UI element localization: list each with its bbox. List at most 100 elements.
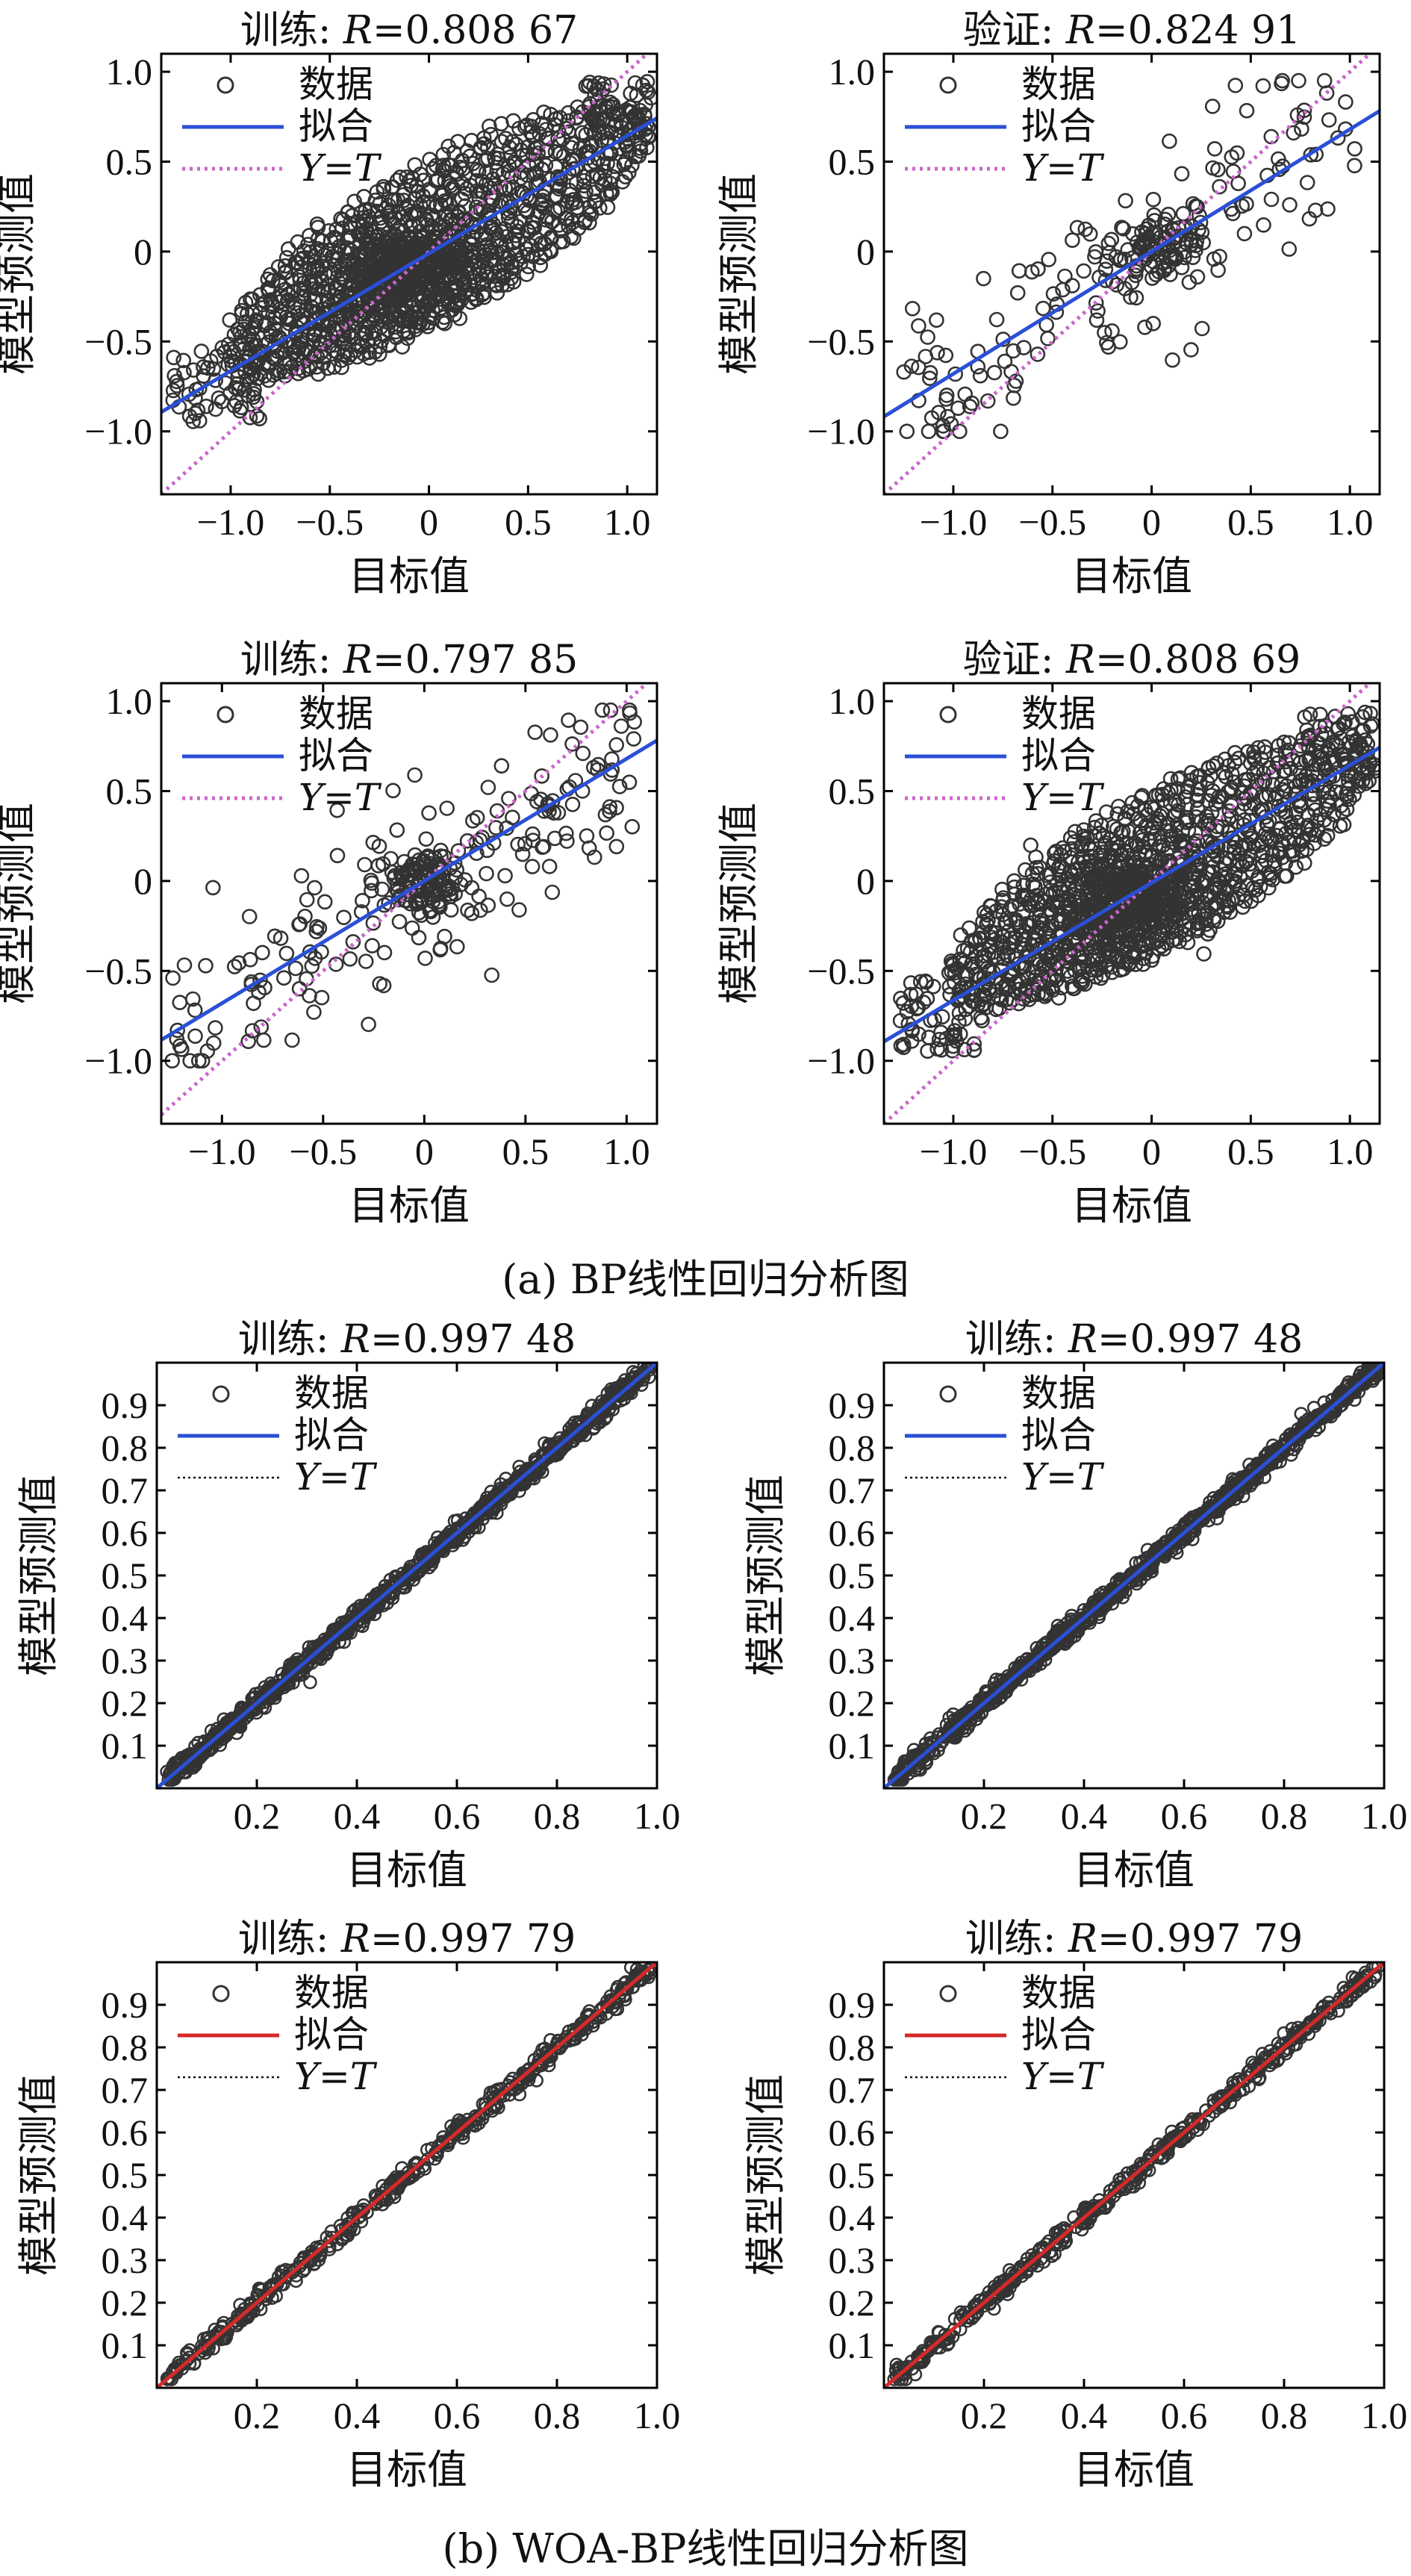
y-tick-label: 0 (856, 860, 875, 902)
data-point (381, 337, 397, 353)
data-point (1060, 900, 1076, 916)
plot-frame (160, 52, 658, 496)
data-point (185, 414, 202, 429)
data-point (1164, 924, 1180, 940)
data-point (1113, 251, 1129, 267)
data-point (893, 1038, 909, 1054)
legend-label-fit: 拟合 (1021, 105, 1096, 148)
y-tick-label: 0.5 (106, 140, 153, 182)
data-point (166, 349, 181, 366)
data-point (638, 97, 654, 113)
data-point (493, 758, 510, 774)
data-point (480, 151, 496, 167)
data-point (988, 311, 1005, 328)
data-point (947, 366, 963, 382)
data-point (237, 382, 253, 398)
data-point (418, 247, 434, 264)
data-point (367, 237, 384, 253)
data-point (950, 400, 966, 417)
data-point (1107, 908, 1124, 924)
data-point (390, 293, 407, 309)
data-point (208, 1020, 223, 1036)
data-point (1254, 774, 1271, 790)
data-point (194, 1053, 211, 1068)
data-point (590, 1416, 605, 1431)
data-point (1296, 102, 1312, 118)
data-point (1189, 833, 1206, 849)
data-point (905, 300, 921, 317)
fit-line (161, 738, 657, 1042)
data-point (187, 1002, 203, 1018)
chart-title-prefix: 训练: (238, 1317, 341, 1362)
data-point (303, 1675, 317, 1690)
data-point (464, 813, 481, 829)
data-point (976, 270, 991, 287)
data-point (1239, 196, 1254, 212)
data-point (317, 266, 333, 281)
data-point (302, 228, 317, 243)
data-point (253, 1019, 270, 1035)
y-tick-label: −1.0 (84, 411, 152, 452)
data-point (278, 945, 295, 962)
data-point (447, 886, 464, 902)
data-point (938, 347, 954, 364)
data-point (1316, 831, 1333, 847)
data-point (1009, 284, 1026, 301)
data-point (389, 822, 405, 838)
data-points (892, 704, 1380, 1059)
data-point (1338, 94, 1354, 110)
data-point (430, 864, 446, 880)
data-point (1064, 868, 1080, 883)
data-point (202, 353, 219, 369)
data-point (608, 800, 624, 815)
data-point (573, 719, 589, 735)
y-tick-label: 1.0 (829, 51, 876, 93)
chart-panel-a-train-2: −1.0 −0.5 0 0.5 1.01.00.50−0.5−1.0训练: R=0.79… (0, 638, 658, 1229)
data-point (411, 231, 427, 248)
chart-title-prefix: 验证: (963, 638, 1066, 682)
data-point (499, 891, 515, 907)
legend-label-data: 数据 (294, 1372, 369, 1415)
x-tick-label: 0.5 (502, 1130, 549, 1172)
data-point (1173, 837, 1189, 853)
data-point (911, 318, 926, 334)
data-point (1145, 315, 1161, 332)
data-point (605, 106, 621, 122)
data-point (962, 399, 978, 414)
data-point (1261, 787, 1277, 803)
data-point (543, 243, 559, 260)
chart-title-value: =0.824 91 (1095, 8, 1301, 53)
data-point (399, 330, 416, 346)
plot-frame (160, 682, 658, 1125)
legend-marker-data (939, 76, 957, 94)
data-point (464, 880, 480, 896)
data-point (455, 212, 471, 228)
data-point (1330, 738, 1346, 754)
data-point (399, 169, 414, 185)
data-point (1302, 706, 1318, 722)
data-point (1114, 220, 1130, 236)
data-point (536, 105, 552, 120)
data-point (340, 204, 356, 220)
data-point (1297, 855, 1312, 871)
data-point (1339, 801, 1355, 817)
data-point (493, 223, 510, 240)
data-point (369, 228, 385, 245)
data-point (356, 1614, 371, 1628)
data-point (1307, 202, 1324, 219)
data-point (329, 847, 346, 864)
data-point (1137, 938, 1153, 953)
data-point (601, 1396, 616, 1411)
data-point (1174, 166, 1190, 181)
data-point (343, 281, 360, 296)
data-point (427, 230, 443, 246)
data-point (169, 1022, 185, 1039)
data-point (1165, 933, 1180, 948)
x-tick-label: 0.6 (434, 1795, 481, 1837)
data-point (165, 382, 181, 399)
data-point (1088, 295, 1104, 311)
data-point (1262, 831, 1277, 847)
data-point (1076, 822, 1091, 838)
data-point (255, 1032, 272, 1048)
